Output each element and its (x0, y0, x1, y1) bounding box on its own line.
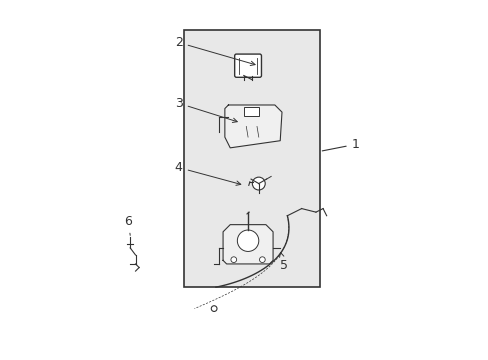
Circle shape (252, 177, 264, 190)
Polygon shape (223, 225, 272, 264)
Circle shape (230, 257, 236, 262)
Text: 6: 6 (124, 215, 132, 235)
Polygon shape (224, 105, 282, 148)
Text: 3: 3 (175, 97, 237, 122)
Circle shape (259, 257, 264, 262)
FancyBboxPatch shape (234, 54, 261, 77)
Text: 2: 2 (175, 36, 255, 66)
Text: 1: 1 (322, 138, 359, 151)
Bar (244, 107, 258, 116)
Circle shape (211, 306, 217, 311)
Circle shape (237, 230, 258, 251)
Text: 4: 4 (175, 161, 240, 185)
Bar (183, 30, 319, 287)
Text: 5: 5 (279, 252, 287, 272)
